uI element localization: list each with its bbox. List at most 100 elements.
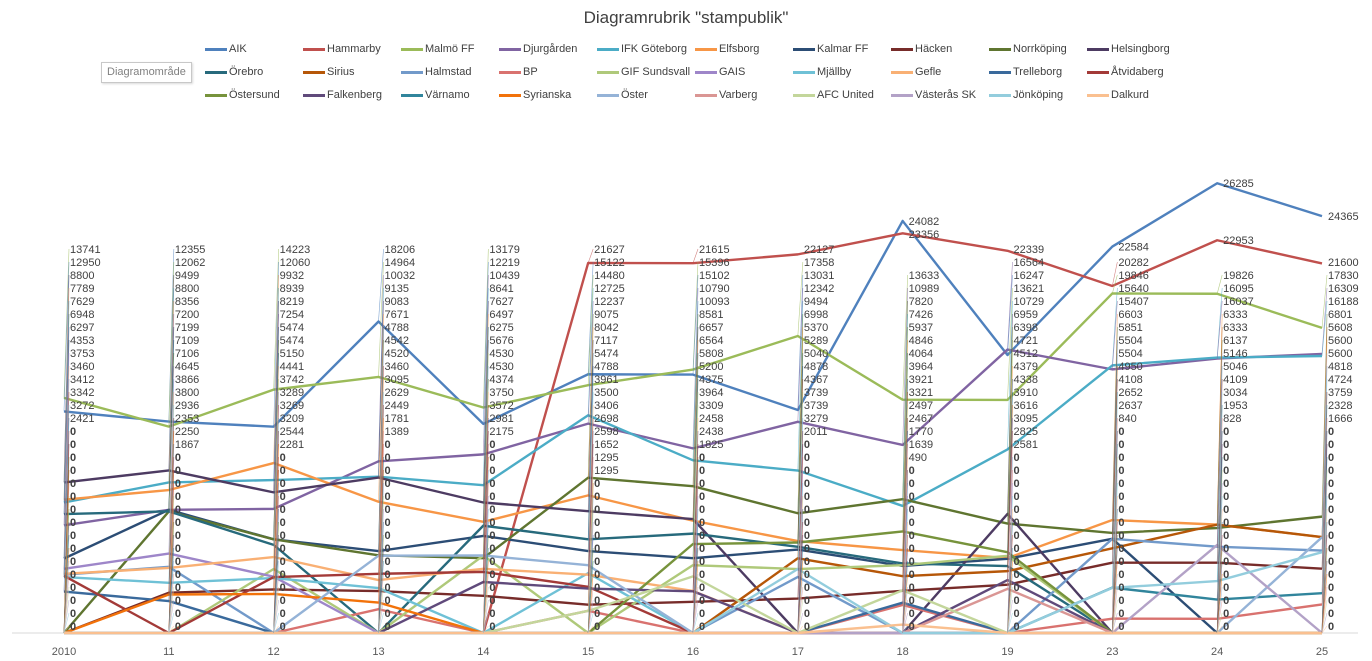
data-label: 0 — [1223, 569, 1229, 581]
data-label: 0 — [489, 478, 495, 490]
data-label: 10989 — [909, 283, 940, 295]
legend-item[interactable]: AIK — [205, 43, 303, 56]
data-label: 0 — [280, 621, 286, 633]
legend-label: Halmstad — [425, 66, 472, 78]
legend-item[interactable]: Malmö FF — [401, 43, 499, 56]
data-label: 0 — [385, 504, 391, 516]
label-leader — [483, 339, 489, 536]
legend-item[interactable]: IFK Göteborg — [597, 43, 695, 56]
data-label: 13633 — [909, 270, 940, 282]
label-leader — [1007, 287, 1013, 400]
legend-item[interactable]: Kalmar FF — [793, 43, 891, 56]
data-label: 3034 — [1223, 387, 1247, 399]
data-label: 9499 — [175, 270, 199, 282]
data-label: 5504 — [1118, 335, 1142, 347]
label-leader — [378, 625, 384, 634]
data-label: 0 — [385, 452, 391, 464]
legend-swatch — [989, 94, 1011, 97]
label-leader — [1321, 417, 1328, 605]
label-leader — [692, 352, 699, 534]
legend-item[interactable]: Värnamo — [401, 89, 499, 102]
label-leader — [1112, 313, 1118, 521]
legend-item[interactable]: Öster — [597, 89, 695, 102]
legend-item[interactable]: Mjällby — [793, 66, 891, 79]
label-leader — [902, 599, 908, 634]
data-label: 0 — [1014, 543, 1020, 555]
legend-item[interactable]: Gefle — [891, 66, 989, 79]
data-label: 4846 — [909, 335, 933, 347]
data-label: 17358 — [804, 257, 835, 269]
legend-item[interactable]: Dalkurd — [1087, 89, 1185, 102]
legend-label: Västerås SK — [915, 89, 977, 101]
data-label: 2353 — [175, 413, 199, 425]
label-leader — [378, 261, 384, 377]
legend-item[interactable]: Halmstad — [401, 66, 499, 79]
data-label: 7820 — [909, 296, 933, 308]
legend-item[interactable]: Elfsborg — [695, 43, 793, 56]
label-leader — [1007, 326, 1013, 524]
label-leader — [1007, 300, 1013, 450]
data-label: 0 — [1014, 530, 1020, 542]
label-leader — [1007, 612, 1013, 634]
data-label: 828 — [1223, 413, 1241, 425]
data-label: 2497 — [909, 400, 933, 412]
legend-swatch — [597, 94, 619, 97]
legend-item[interactable]: Östersund — [205, 89, 303, 102]
legend-row: AIK Hammarby Malmö FF Djurgården IFK Götebor… — [205, 38, 1205, 61]
data-label: 6564 — [699, 335, 723, 347]
legend-label: AIK — [229, 43, 247, 55]
data-label: 0 — [70, 556, 76, 568]
label-leader — [63, 612, 70, 634]
legend-item[interactable]: AFC United — [793, 89, 891, 102]
data-label: 0 — [1223, 465, 1229, 477]
label-leader — [587, 339, 594, 512]
legend-item[interactable]: Jönköping — [989, 89, 1087, 102]
data-label: 0 — [1328, 530, 1334, 542]
legend-item[interactable]: GIF Sundsvall — [597, 66, 695, 79]
legend-item[interactable]: Helsingborg — [1087, 43, 1185, 56]
label-leader — [273, 612, 279, 634]
data-label: 8581 — [699, 309, 723, 321]
data-label: 8042 — [594, 322, 618, 334]
legend-item[interactable]: Sirius — [303, 66, 401, 79]
label-leader — [797, 586, 804, 634]
legend-item[interactable]: Örebro — [205, 66, 303, 79]
label-leader — [483, 261, 489, 424]
label-leader — [1321, 391, 1328, 569]
legend-label: IFK Göteborg — [621, 43, 688, 55]
legend-item[interactable]: Häcken — [891, 43, 989, 56]
data-label: 0 — [699, 621, 705, 633]
data-label: 4818 — [1328, 361, 1352, 373]
legend-swatch — [303, 94, 325, 97]
data-label: 5474 — [594, 348, 618, 360]
data-label: 0 — [280, 530, 286, 542]
data-label: 0 — [1014, 621, 1020, 633]
label-leader — [692, 430, 699, 592]
data-label: 0 — [1118, 621, 1124, 633]
label-leader — [587, 313, 594, 478]
data-label: 2175 — [489, 426, 513, 438]
legend-item[interactable]: GAIS — [695, 66, 793, 79]
data-label: 0 — [280, 517, 286, 529]
data-label: 12950 — [70, 257, 101, 269]
data-label: 18206 — [385, 244, 416, 256]
legend-item[interactable]: Djurgården — [499, 43, 597, 56]
data-label: 7199 — [175, 322, 199, 334]
data-label: 4512 — [1014, 348, 1038, 360]
legend-item[interactable]: Varberg — [695, 89, 793, 102]
legend-item[interactable]: BP — [499, 66, 597, 79]
data-label: 0 — [1118, 595, 1124, 607]
legend-item[interactable]: Trelleborg — [989, 66, 1087, 79]
data-label: 0 — [1223, 452, 1229, 464]
label-leader — [63, 404, 70, 578]
legend-item[interactable]: Syrianska — [499, 89, 597, 102]
legend-item[interactable]: Hammarby — [303, 43, 401, 56]
legend-item[interactable]: Norrköping — [989, 43, 1087, 56]
legend-item[interactable]: Västerås SK — [891, 89, 989, 102]
legend-item[interactable]: Falkenberg — [303, 89, 401, 102]
legend-item[interactable]: Åtvidaberg — [1087, 66, 1185, 79]
data-label: 1295 — [594, 465, 618, 477]
data-label: 4109 — [1223, 374, 1247, 386]
data-label: 3460 — [385, 361, 409, 373]
